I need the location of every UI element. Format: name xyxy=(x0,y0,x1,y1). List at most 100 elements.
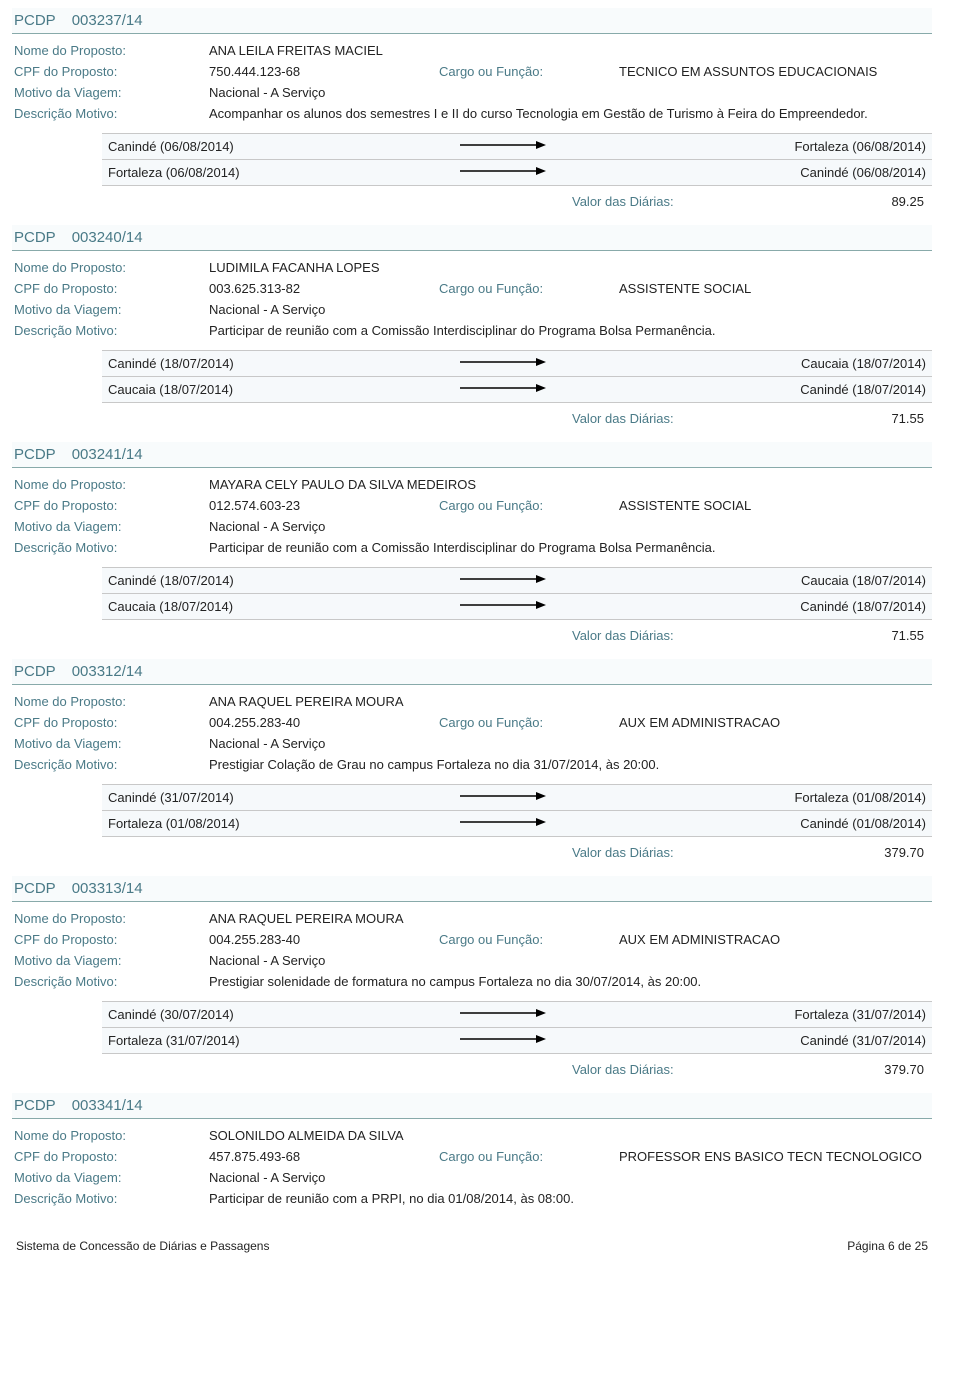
pcdp-header: PCDP003313/14 xyxy=(12,876,932,902)
trip-to: Fortaleza (31/07/2014) xyxy=(578,1007,926,1022)
trip-row: Fortaleza (31/07/2014)Canindé (31/07/201… xyxy=(102,1027,932,1054)
motivo-value: Nacional - A Serviço xyxy=(209,1170,325,1185)
motivo-value: Nacional - A Serviço xyxy=(209,736,325,751)
nome-label: Nome do Proposto: xyxy=(14,1128,209,1143)
descricao-value: Prestigiar Colação de Grau no campus For… xyxy=(209,757,659,772)
nome-value: ANA LEILA FREITAS MACIEL xyxy=(209,43,383,58)
nome-value: SOLONILDO ALMEIDA DA SILVA xyxy=(209,1128,404,1143)
cpf-label: CPF do Proposto: xyxy=(14,281,209,296)
descricao-row: Descrição Motivo:Participar de reunião c… xyxy=(14,1188,932,1209)
pcdp-label: PCDP xyxy=(14,229,56,246)
valor-spacer xyxy=(102,845,572,860)
motivo-label: Motivo da Viagem: xyxy=(14,736,209,751)
footer-system: Sistema de Concessão de Diárias e Passag… xyxy=(16,1239,269,1253)
pcdp-header: PCDP003240/14 xyxy=(12,225,932,251)
arrow-icon xyxy=(428,573,578,588)
page-footer: Sistema de Concessão de Diárias e Passag… xyxy=(12,1239,932,1253)
pcdp-number: 003312/14 xyxy=(72,663,143,680)
cpf-cargo-row: CPF do Proposto:012.574.603-23Cargo ou F… xyxy=(14,495,932,516)
valor-row: Valor das Diárias:71.55 xyxy=(102,403,932,428)
motivo-row: Motivo da Viagem:Nacional - A Serviço xyxy=(14,299,932,320)
cpf-cargo-row: CPF do Proposto:750.444.123-68Cargo ou F… xyxy=(14,61,932,82)
trip-row: Canindé (18/07/2014) Caucaia (18/07/2014) xyxy=(102,567,932,594)
cargo-label: Cargo ou Função: xyxy=(439,715,619,730)
trip-row: Fortaleza (06/08/2014)Canindé (06/08/201… xyxy=(102,159,932,186)
descricao-label: Descrição Motivo: xyxy=(14,106,209,121)
valor-label: Valor das Diárias: xyxy=(572,1062,742,1077)
trip-from: Canindé (18/07/2014) xyxy=(108,573,428,588)
trips-block: Canindé (18/07/2014) Caucaia (18/07/2014)… xyxy=(12,567,932,645)
trip-from: Fortaleza (01/08/2014) xyxy=(108,816,428,831)
motivo-label: Motivo da Viagem: xyxy=(14,953,209,968)
cargo-value: ASSISTENTE SOCIAL xyxy=(619,498,751,513)
valor-label: Valor das Diárias: xyxy=(572,845,742,860)
pcdp-label: PCDP xyxy=(14,446,56,463)
nome-row: Nome do Proposto:ANA RAQUEL PEREIRA MOUR… xyxy=(14,908,932,929)
trip-row: Canindé (06/08/2014)Fortaleza (06/08/201… xyxy=(102,133,932,160)
pcdp-record: PCDP003341/14 Nome do Proposto:SOLONILDO … xyxy=(12,1093,932,1209)
motivo-row: Motivo da Viagem:Nacional - A Serviço xyxy=(14,516,932,537)
trip-to: Fortaleza (01/08/2014) xyxy=(578,790,926,805)
trip-row: Canindé (30/07/2014) Fortaleza (31/07/201… xyxy=(102,1001,932,1028)
cargo-value: PROFESSOR ENS BASICO TECN TECNOLOGICO xyxy=(619,1149,922,1164)
fields-block: Nome do Proposto:ANA RAQUEL PEREIRA MOUR… xyxy=(12,908,932,992)
trip-from: Canindé (30/07/2014) xyxy=(108,1007,428,1022)
pcdp-header: PCDP003241/14 xyxy=(12,442,932,468)
valor-spacer xyxy=(102,194,572,209)
motivo-row: Motivo da Viagem:Nacional - A Serviço xyxy=(14,733,932,754)
nome-row: Nome do Proposto:MAYARA CELY PAULO DA SI… xyxy=(14,474,932,495)
motivo-label: Motivo da Viagem: xyxy=(14,519,209,534)
motivo-row: Motivo da Viagem:Nacional - A Serviço xyxy=(14,950,932,971)
pcdp-number: 003341/14 xyxy=(72,1097,143,1114)
arrow-icon xyxy=(428,382,578,397)
descricao-row: Descrição Motivo:Prestigiar solenidade d… xyxy=(14,971,932,992)
cpf-cargo-row: CPF do Proposto:003.625.313-82Cargo ou F… xyxy=(14,278,932,299)
pcdp-header: PCDP003312/14 xyxy=(12,659,932,685)
descricao-label: Descrição Motivo: xyxy=(14,323,209,338)
pcdp-header: PCDP003237/14 xyxy=(12,8,932,34)
valor-amount: 71.55 xyxy=(742,628,926,643)
pcdp-header: PCDP003341/14 xyxy=(12,1093,932,1119)
trip-from: Fortaleza (31/07/2014) xyxy=(108,1033,428,1048)
pcdp-number: 003313/14 xyxy=(72,880,143,897)
trip-row: Canindé (18/07/2014)Caucaia (18/07/2014) xyxy=(102,350,932,377)
motivo-value: Nacional - A Serviço xyxy=(209,302,325,317)
cpf-label: CPF do Proposto: xyxy=(14,1149,209,1164)
trip-row: Caucaia (18/07/2014)Canindé (18/07/2014) xyxy=(102,593,932,620)
motivo-label: Motivo da Viagem: xyxy=(14,1170,209,1185)
cpf-cargo-row: CPF do Proposto:457.875.493-68Cargo ou F… xyxy=(14,1146,932,1167)
cpf-cargo-row: CPF do Proposto:004.255.283-40Cargo ou F… xyxy=(14,929,932,950)
trip-to: Caucaia (18/07/2014) xyxy=(578,573,926,588)
valor-amount: 71.55 xyxy=(742,411,926,426)
nome-value: ANA RAQUEL PEREIRA MOURA xyxy=(209,694,404,709)
trip-to: Canindé (06/08/2014) xyxy=(578,165,926,180)
fields-block: Nome do Proposto:ANA LEILA FREITAS MACIE… xyxy=(12,40,932,124)
arrow-icon xyxy=(428,599,578,614)
descricao-row: Descrição Motivo:Acompanhar os alunos do… xyxy=(14,103,932,124)
fields-block: Nome do Proposto:LUDIMILA FACANHA LOPESC… xyxy=(12,257,932,341)
trip-row: Fortaleza (01/08/2014)Canindé (01/08/201… xyxy=(102,810,932,837)
arrow-icon xyxy=(428,1007,578,1022)
motivo-row: Motivo da Viagem:Nacional - A Serviço xyxy=(14,82,932,103)
cargo-label: Cargo ou Função: xyxy=(439,281,619,296)
nome-row: Nome do Proposto:LUDIMILA FACANHA LOPES xyxy=(14,257,932,278)
cargo-value: ASSISTENTE SOCIAL xyxy=(619,281,751,296)
trips-block: Canindé (18/07/2014)Caucaia (18/07/2014)… xyxy=(12,350,932,428)
motivo-value: Nacional - A Serviço xyxy=(209,85,325,100)
nome-label: Nome do Proposto: xyxy=(14,911,209,926)
descricao-value: Acompanhar os alunos dos semestres I e I… xyxy=(209,106,868,121)
trip-to: Canindé (18/07/2014) xyxy=(578,382,926,397)
arrow-icon xyxy=(428,139,578,154)
valor-row: Valor das Diárias:379.70 xyxy=(102,837,932,862)
trips-block: Canindé (06/08/2014)Fortaleza (06/08/201… xyxy=(12,133,932,211)
descricao-value: Participar de reunião com a Comissão Int… xyxy=(209,323,716,338)
cargo-value: AUX EM ADMINISTRACAO xyxy=(619,932,780,947)
cargo-value: TECNICO EM ASSUNTOS EDUCACIONAIS xyxy=(619,64,877,79)
valor-row: Valor das Diárias:379.70 xyxy=(102,1054,932,1079)
arrow-icon xyxy=(428,1033,578,1048)
cpf-label: CPF do Proposto: xyxy=(14,498,209,513)
cargo-label: Cargo ou Função: xyxy=(439,498,619,513)
descricao-label: Descrição Motivo: xyxy=(14,974,209,989)
cpf-label: CPF do Proposto: xyxy=(14,715,209,730)
valor-amount: 379.70 xyxy=(742,845,926,860)
